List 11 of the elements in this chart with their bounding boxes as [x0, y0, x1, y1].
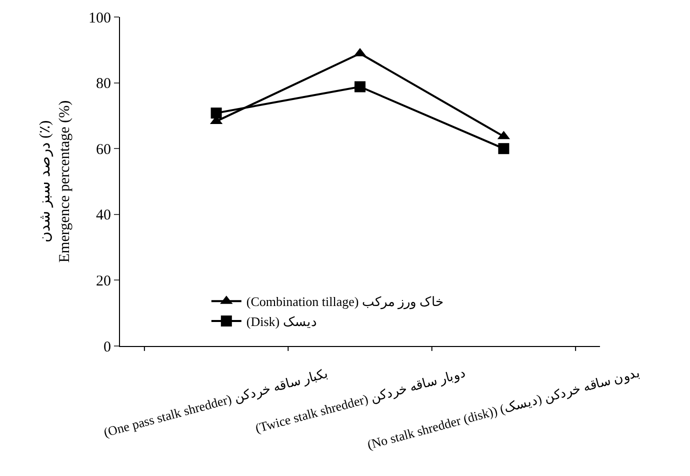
- point: [354, 81, 366, 92]
- point: [498, 143, 510, 154]
- y-tick-label: 100: [88, 10, 111, 26]
- point: [210, 108, 222, 119]
- y-tick-label: 60: [96, 142, 111, 158]
- y-tick-label: 40: [96, 208, 111, 224]
- y-tick-label: 0: [104, 339, 111, 356]
- y-tick-label: 80: [96, 76, 111, 92]
- y-tick-label: 20: [96, 273, 111, 290]
- legend-label: (Disk) دیسک: [246, 314, 317, 330]
- legend-label: (Combination tillage) خاک ورز مرکب: [246, 294, 444, 310]
